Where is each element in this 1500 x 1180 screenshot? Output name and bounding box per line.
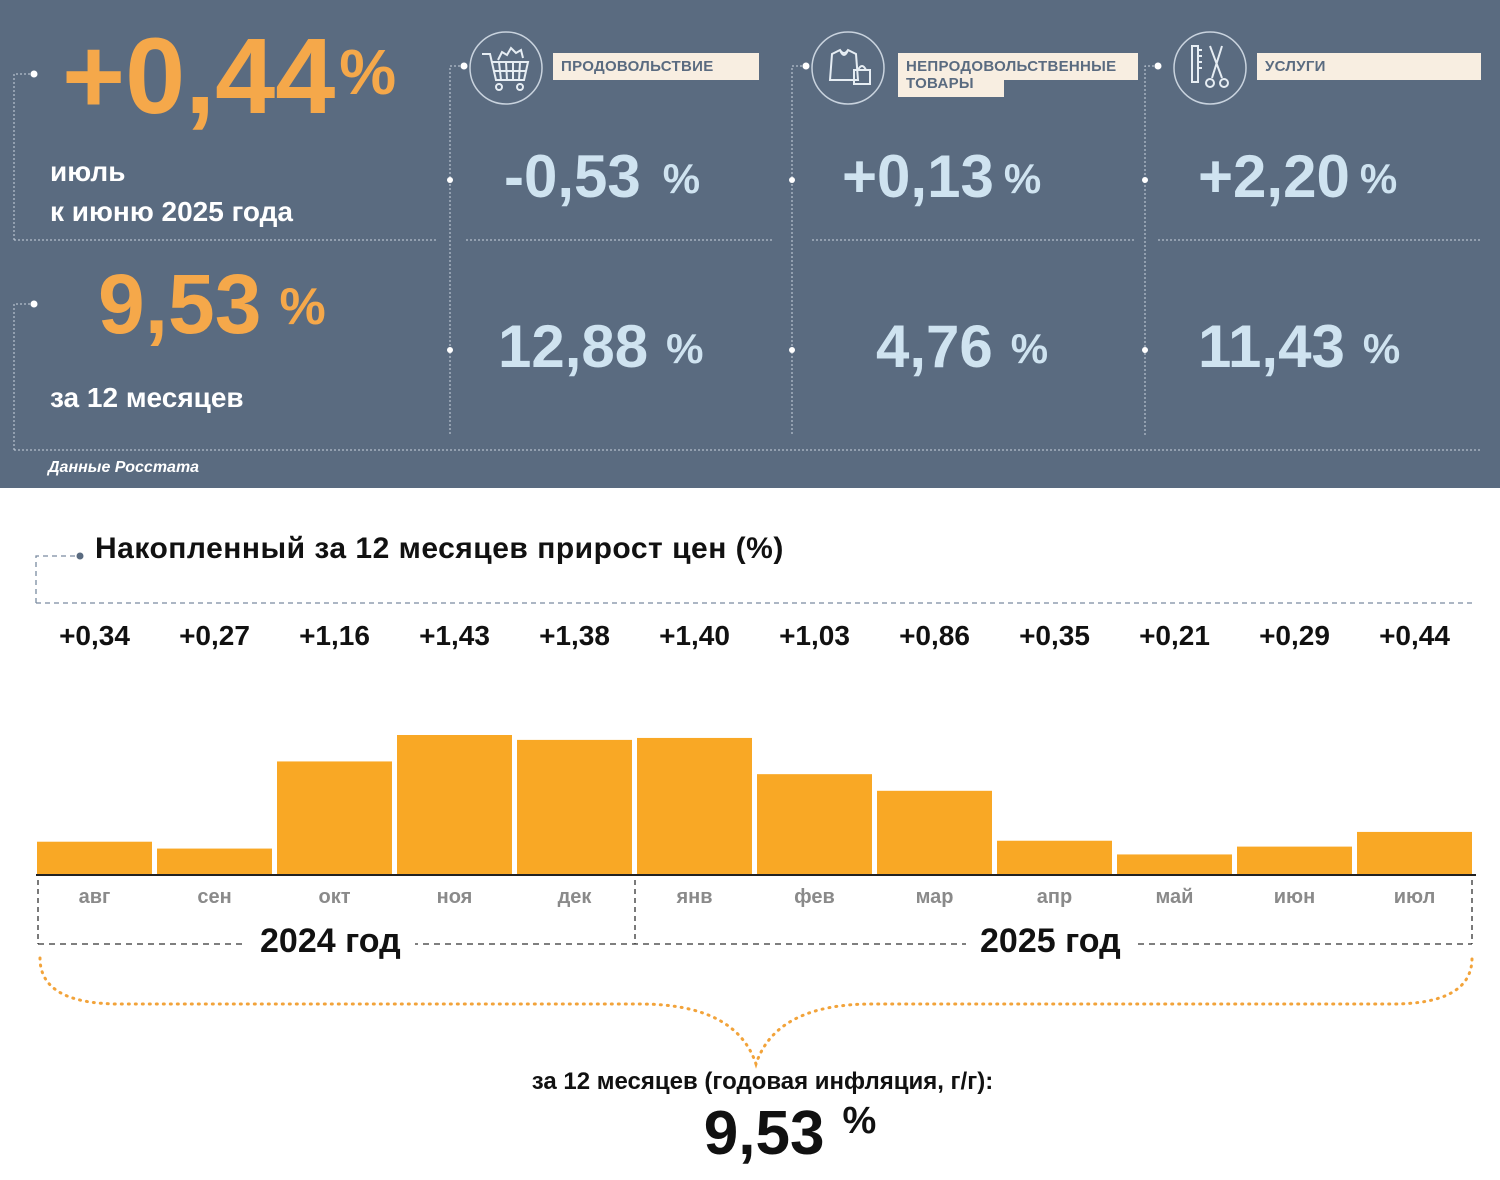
value-label-фев: +1,03	[779, 620, 850, 651]
value-label-янв: +1,40	[659, 620, 730, 651]
bar-мар	[877, 790, 992, 875]
chart-title: Накопленный за 12 месяцев прирост цен (%…	[95, 532, 784, 565]
monthly-caption: июль к июню 2025 года	[50, 156, 293, 227]
bar-дек	[517, 739, 632, 875]
food-annual-value: 12,88%	[498, 313, 704, 380]
month-label-дек: дек	[557, 886, 592, 908]
month-label-ноя: ноя	[436, 886, 473, 908]
food-monthly-value: -0,53%	[504, 143, 701, 210]
annual-summary-value: 9,53%	[703, 1099, 877, 1168]
year-label-2025: 2025 год	[966, 922, 1135, 961]
value-label-авг: +0,34	[59, 620, 130, 651]
services-monthly-value: +2,20%	[1198, 143, 1398, 210]
value-label-июн: +0,29	[1259, 620, 1330, 651]
bar-май	[1117, 854, 1232, 875]
value-label-июл: +0,44	[1379, 620, 1450, 651]
bar-июл	[1357, 831, 1472, 875]
category-label-food: ПРОДОВОЛЬСТВИЕ	[553, 53, 759, 80]
month-label-мар: мар	[915, 886, 954, 908]
month-label-июн: июн	[1273, 886, 1316, 908]
value-label-сен: +0,27	[179, 620, 250, 651]
annual-summary-caption: за 12 месяцев (годовая инфляция, г/г):	[531, 1068, 994, 1095]
annual-inflation-value: 9,53%	[98, 257, 326, 351]
nonfood-annual-value: 4,76%	[876, 313, 1049, 380]
bar-ноя	[397, 735, 512, 875]
value-label-май: +0,21	[1139, 620, 1210, 651]
category-label-services: УСЛУГИ	[1257, 53, 1481, 80]
clothing-bag-icon	[810, 30, 886, 106]
value-label-ноя: +1,43	[419, 620, 490, 651]
month-label-апр: апр	[1036, 886, 1073, 908]
monthly-inflation-value: +0,44%	[62, 15, 397, 136]
bar-янв	[637, 737, 752, 875]
category-label-nonfood-line2: ТОВАРЫ	[898, 75, 1004, 97]
data-source: Данные Росстата	[48, 459, 200, 476]
bars-group	[37, 735, 1472, 875]
bar-окт	[277, 761, 392, 875]
annual-caption: за 12 месяцев	[50, 382, 244, 413]
services-annual-value: 11,43%	[1198, 313, 1401, 380]
bar-июн	[1237, 846, 1352, 875]
panel-decorations	[13, 62, 1480, 451]
shopping-cart-icon	[468, 30, 544, 106]
value-label-мар: +0,86	[899, 620, 970, 651]
month-label-сен: сен	[197, 886, 232, 908]
month-label-фев: фев	[794, 886, 835, 908]
bar-сен	[157, 848, 272, 875]
month-label-окт: окт	[318, 886, 351, 908]
month-label-авг: авг	[78, 886, 111, 908]
month-label-июл: июл	[1393, 886, 1436, 908]
comb-scissors-icon	[1172, 30, 1248, 106]
bar-фев	[757, 774, 872, 875]
year-label-2024: 2024 год	[246, 922, 415, 961]
summary-panel: +0,44% июль к июню 2025 года 9,53% за 12…	[0, 0, 1500, 488]
bar-апр	[997, 840, 1112, 875]
value-label-апр: +0,35	[1019, 620, 1090, 651]
month-label-янв: янв	[676, 886, 713, 908]
value-label-дек: +1,38	[539, 620, 610, 651]
value-label-окт: +1,16	[299, 620, 370, 651]
nonfood-monthly-value: +0,13%	[842, 143, 1042, 210]
bar-авг	[37, 841, 152, 875]
month-label-май: май	[1155, 886, 1194, 908]
